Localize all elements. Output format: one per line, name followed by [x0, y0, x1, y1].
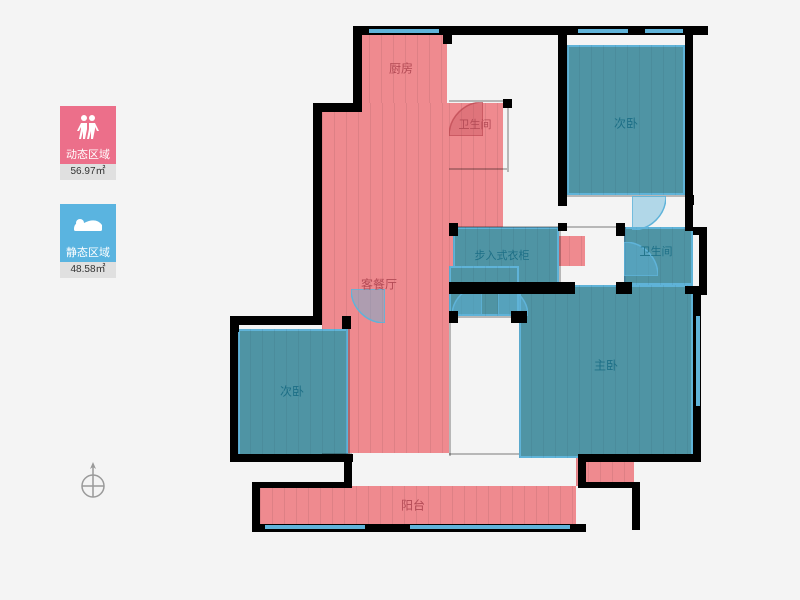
wall [256, 482, 352, 488]
wall [578, 482, 638, 488]
interior-line [449, 316, 519, 318]
floor-plan: 厨房卫生间客餐厅阳台次卧卫生间步入式衣柜主卧次卧 [230, 26, 714, 566]
room-bed2a [567, 45, 685, 195]
interior-line [449, 316, 451, 456]
legend-dynamic-label: 动态区域 [60, 146, 116, 164]
interior-line [567, 195, 685, 197]
legend-dynamic-area: 56.97㎡ [60, 164, 116, 180]
wall [353, 26, 362, 112]
legend-static-area: 48.58㎡ [60, 262, 116, 278]
interior-line [559, 227, 561, 287]
room-kitchen [357, 35, 447, 103]
room-master [519, 285, 693, 458]
wall [230, 316, 239, 332]
wall [313, 103, 322, 324]
wall [449, 311, 458, 323]
wall [685, 195, 694, 205]
wall [699, 227, 707, 295]
interior-line [348, 316, 350, 456]
wall [252, 482, 260, 530]
interior-line [449, 453, 519, 455]
window [369, 29, 439, 33]
interior-line [449, 168, 507, 170]
wall [616, 282, 632, 294]
sleep-icon [72, 213, 104, 235]
interior-line [450, 226, 560, 228]
wall [449, 282, 575, 294]
wall [558, 223, 567, 231]
legend-dynamic: 动态区域 56.97㎡ [60, 106, 116, 180]
interior-line [559, 226, 619, 228]
window [410, 525, 570, 529]
interior-line [449, 100, 507, 102]
legend-static: 静态区域 48.58㎡ [60, 204, 116, 278]
room-bath2 [624, 227, 693, 285]
wall [632, 482, 640, 530]
window [645, 29, 683, 33]
legend: 动态区域 56.97㎡ 静态区域 48.58㎡ [60, 106, 116, 302]
wall [342, 316, 351, 329]
wall [558, 35, 567, 206]
window [578, 29, 628, 33]
window [696, 316, 700, 406]
window [265, 525, 365, 529]
compass-icon [78, 462, 108, 505]
legend-static-iconbox [60, 204, 116, 244]
legend-static-label: 静态区域 [60, 244, 116, 262]
interior-line [624, 227, 626, 287]
wall [511, 311, 527, 323]
legend-dynamic-iconbox [60, 106, 116, 146]
wall [503, 99, 512, 108]
wall [443, 26, 452, 44]
wall [578, 454, 700, 462]
wall [230, 316, 238, 462]
room-balcony [260, 486, 576, 524]
wall [616, 223, 625, 236]
wall [449, 223, 458, 236]
room-bath1 [449, 103, 503, 169]
people-icon [73, 113, 103, 139]
interior-line [507, 102, 509, 172]
room-bed2b [238, 329, 348, 456]
wall [230, 316, 322, 325]
wall [230, 454, 353, 462]
door-arc [632, 196, 666, 230]
